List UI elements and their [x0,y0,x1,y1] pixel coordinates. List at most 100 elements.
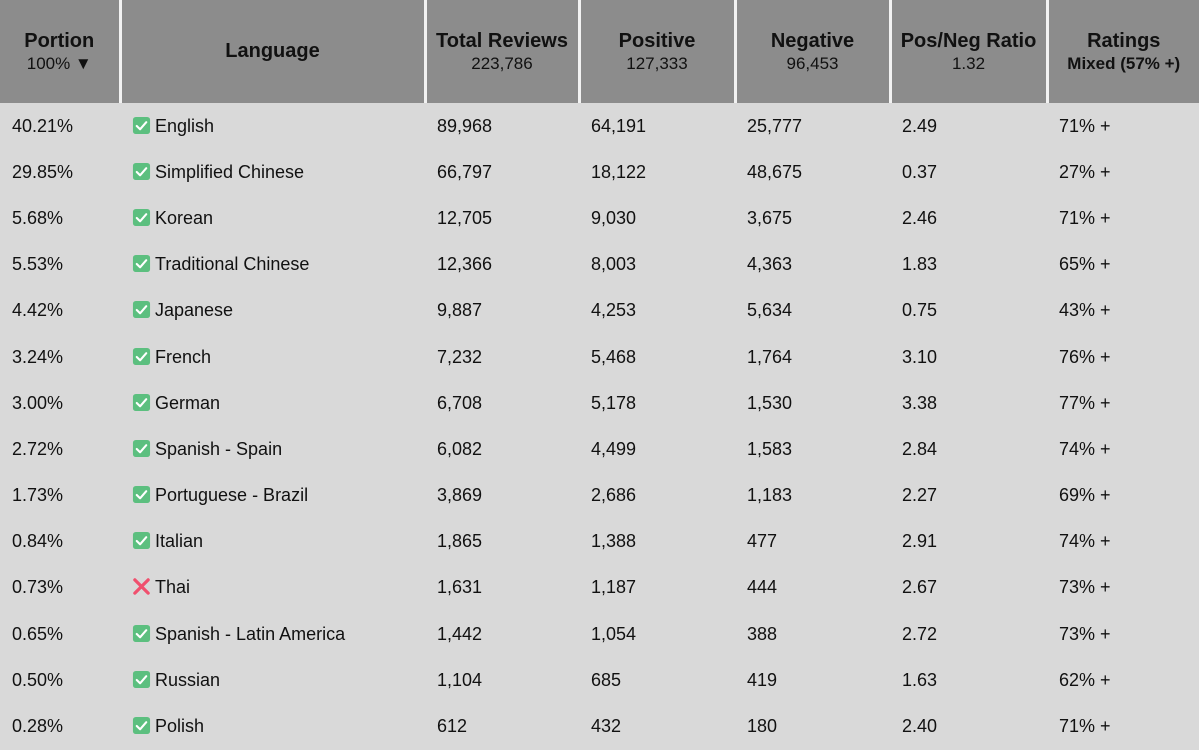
table-cell: 2,686 [579,472,735,519]
table-cell: 2.84 [890,426,1047,473]
language-name: Traditional Chinese [155,254,310,275]
table-row: 29.85% Simplified Chinese 66,797 18,122 48,6… [0,149,1199,196]
table-cell: 5,178 [579,380,735,427]
table-cell: 432 [579,703,735,750]
header-title: Pos/Neg Ratio [900,29,1037,52]
check-icon [132,255,151,273]
table-cell: 477 [735,518,890,565]
table-cell: Portuguese - Brazil [120,472,425,519]
check-icon [132,393,151,411]
header-cell: Ratings Mixed (57% +) [1045,0,1199,103]
table-cell: English [120,103,425,150]
header-subtitle: 127,333 [626,53,688,73]
table-cell: 64,191 [579,103,735,150]
table-cell: 2.46 [890,195,1047,242]
table-cell: 3.24% [0,333,120,381]
table-cell: 2.72 [890,611,1047,658]
language-name: Spanish - Spain [155,438,283,459]
table-cell: 1,764 [735,333,890,381]
table-cell: 76% + [1047,333,1199,381]
table-cell: 1,054 [579,611,735,658]
table-cell: 2.72% [0,426,120,473]
table-cell: 4,253 [579,287,735,334]
table-cell: 1.73% [0,472,120,519]
table-cell: 2.40 [890,703,1047,750]
table-row: 3.00% German 6,708 5,178 1,530 3.38 77% + [0,380,1199,427]
table-cell: 1,104 [425,657,579,704]
table-cell: 62% + [1047,657,1199,704]
table-cell: 71% + [1047,195,1199,242]
table-cell: 3,869 [425,472,579,519]
table-cell: 3.00% [0,380,120,427]
table-cell: 1.63 [890,657,1047,704]
table-cell: 1,388 [579,518,735,565]
check-icon [132,162,151,180]
language-name: Thai [155,577,191,598]
table-cell: 48,675 [735,149,890,196]
table-cell: 73% + [1047,564,1199,612]
table-cell: 1,631 [425,564,579,612]
header-title: Language [225,40,320,62]
check-icon [132,670,151,688]
table-cell: 5,468 [579,333,735,381]
language-name: Simplified Chinese [155,161,305,182]
header-row: Portion 100% ▼ Language Total Reviews 223,78… [0,0,1199,103]
table-cell: Spanish - Spain [120,426,425,473]
check-icon [132,624,151,642]
check-icon [132,116,151,134]
table-cell: 4,499 [579,426,735,473]
check-icon [132,716,151,735]
table-cell: 3.38 [890,380,1047,427]
table-cell: 1,865 [425,518,579,565]
table-cell: 5.68% [0,195,120,242]
table-cell: 4,363 [735,241,890,288]
header-title: Negative [770,29,855,52]
language-name: Spanish - Latin America [155,623,346,644]
table-cell: 65% + [1047,241,1199,288]
table-cell: 29.85% [0,149,120,196]
header-subtitle: Mixed (57% +) [1067,53,1181,73]
table-cell: 444 [735,564,890,612]
table-cell: 180 [735,703,890,750]
table-row: 0.65% Spanish - Latin America 1,442 1,054 38… [0,611,1199,658]
header-subtitle: 1.32 [951,53,986,73]
table-cell: 25,777 [735,103,890,150]
header-title: Ratings [1087,29,1161,52]
language-name: Japanese [155,300,234,321]
table-row: 5.53% Traditional Chinese 12,366 8,003 4,363… [0,241,1199,288]
header-cell: Total Reviews 223,786 [423,0,579,103]
table-cell: Italian [120,518,425,565]
table-cell: 74% + [1047,426,1199,473]
table-cell: 18,122 [579,149,735,196]
header-subtitle: 100% ▼ [26,53,92,73]
check-icon [132,208,151,227]
table-cell: 9,030 [579,195,735,242]
check-icon [132,532,151,550]
language-name: Korean [155,207,214,228]
table-cell: 1,530 [735,380,890,427]
table-cell: 9,887 [425,287,579,334]
header-subtitle: 223,786 [471,53,533,73]
table-cell: 419 [735,657,890,704]
table-cell: 0.37 [890,149,1047,196]
table-row: 4.42% Japanese 9,887 4,253 5,634 0.75 43% + [0,287,1199,334]
table-cell: 2.91 [890,518,1047,565]
table-row: 0.84% Italian 1,865 1,388 477 2.91 74% + [0,518,1199,565]
header-cell: Portion 100% ▼ [0,0,120,103]
table-cell: 5,634 [735,287,890,334]
table-cell: Korean [120,195,425,242]
table-cell: 1.83 [890,241,1047,288]
table-cell: 0.73% [0,564,120,612]
table-cell: 2.27 [890,472,1047,519]
check-icon [132,439,151,457]
table-cell: 1,442 [425,611,579,658]
language-name: Portuguese - Brazil [155,485,309,506]
cross-icon [133,578,150,596]
table-cell: 27% + [1047,149,1199,196]
table-cell: 77% + [1047,380,1199,427]
table-cell: Japanese [120,287,425,334]
table-cell: Simplified Chinese [120,149,425,196]
table-cell: 612 [425,703,579,750]
